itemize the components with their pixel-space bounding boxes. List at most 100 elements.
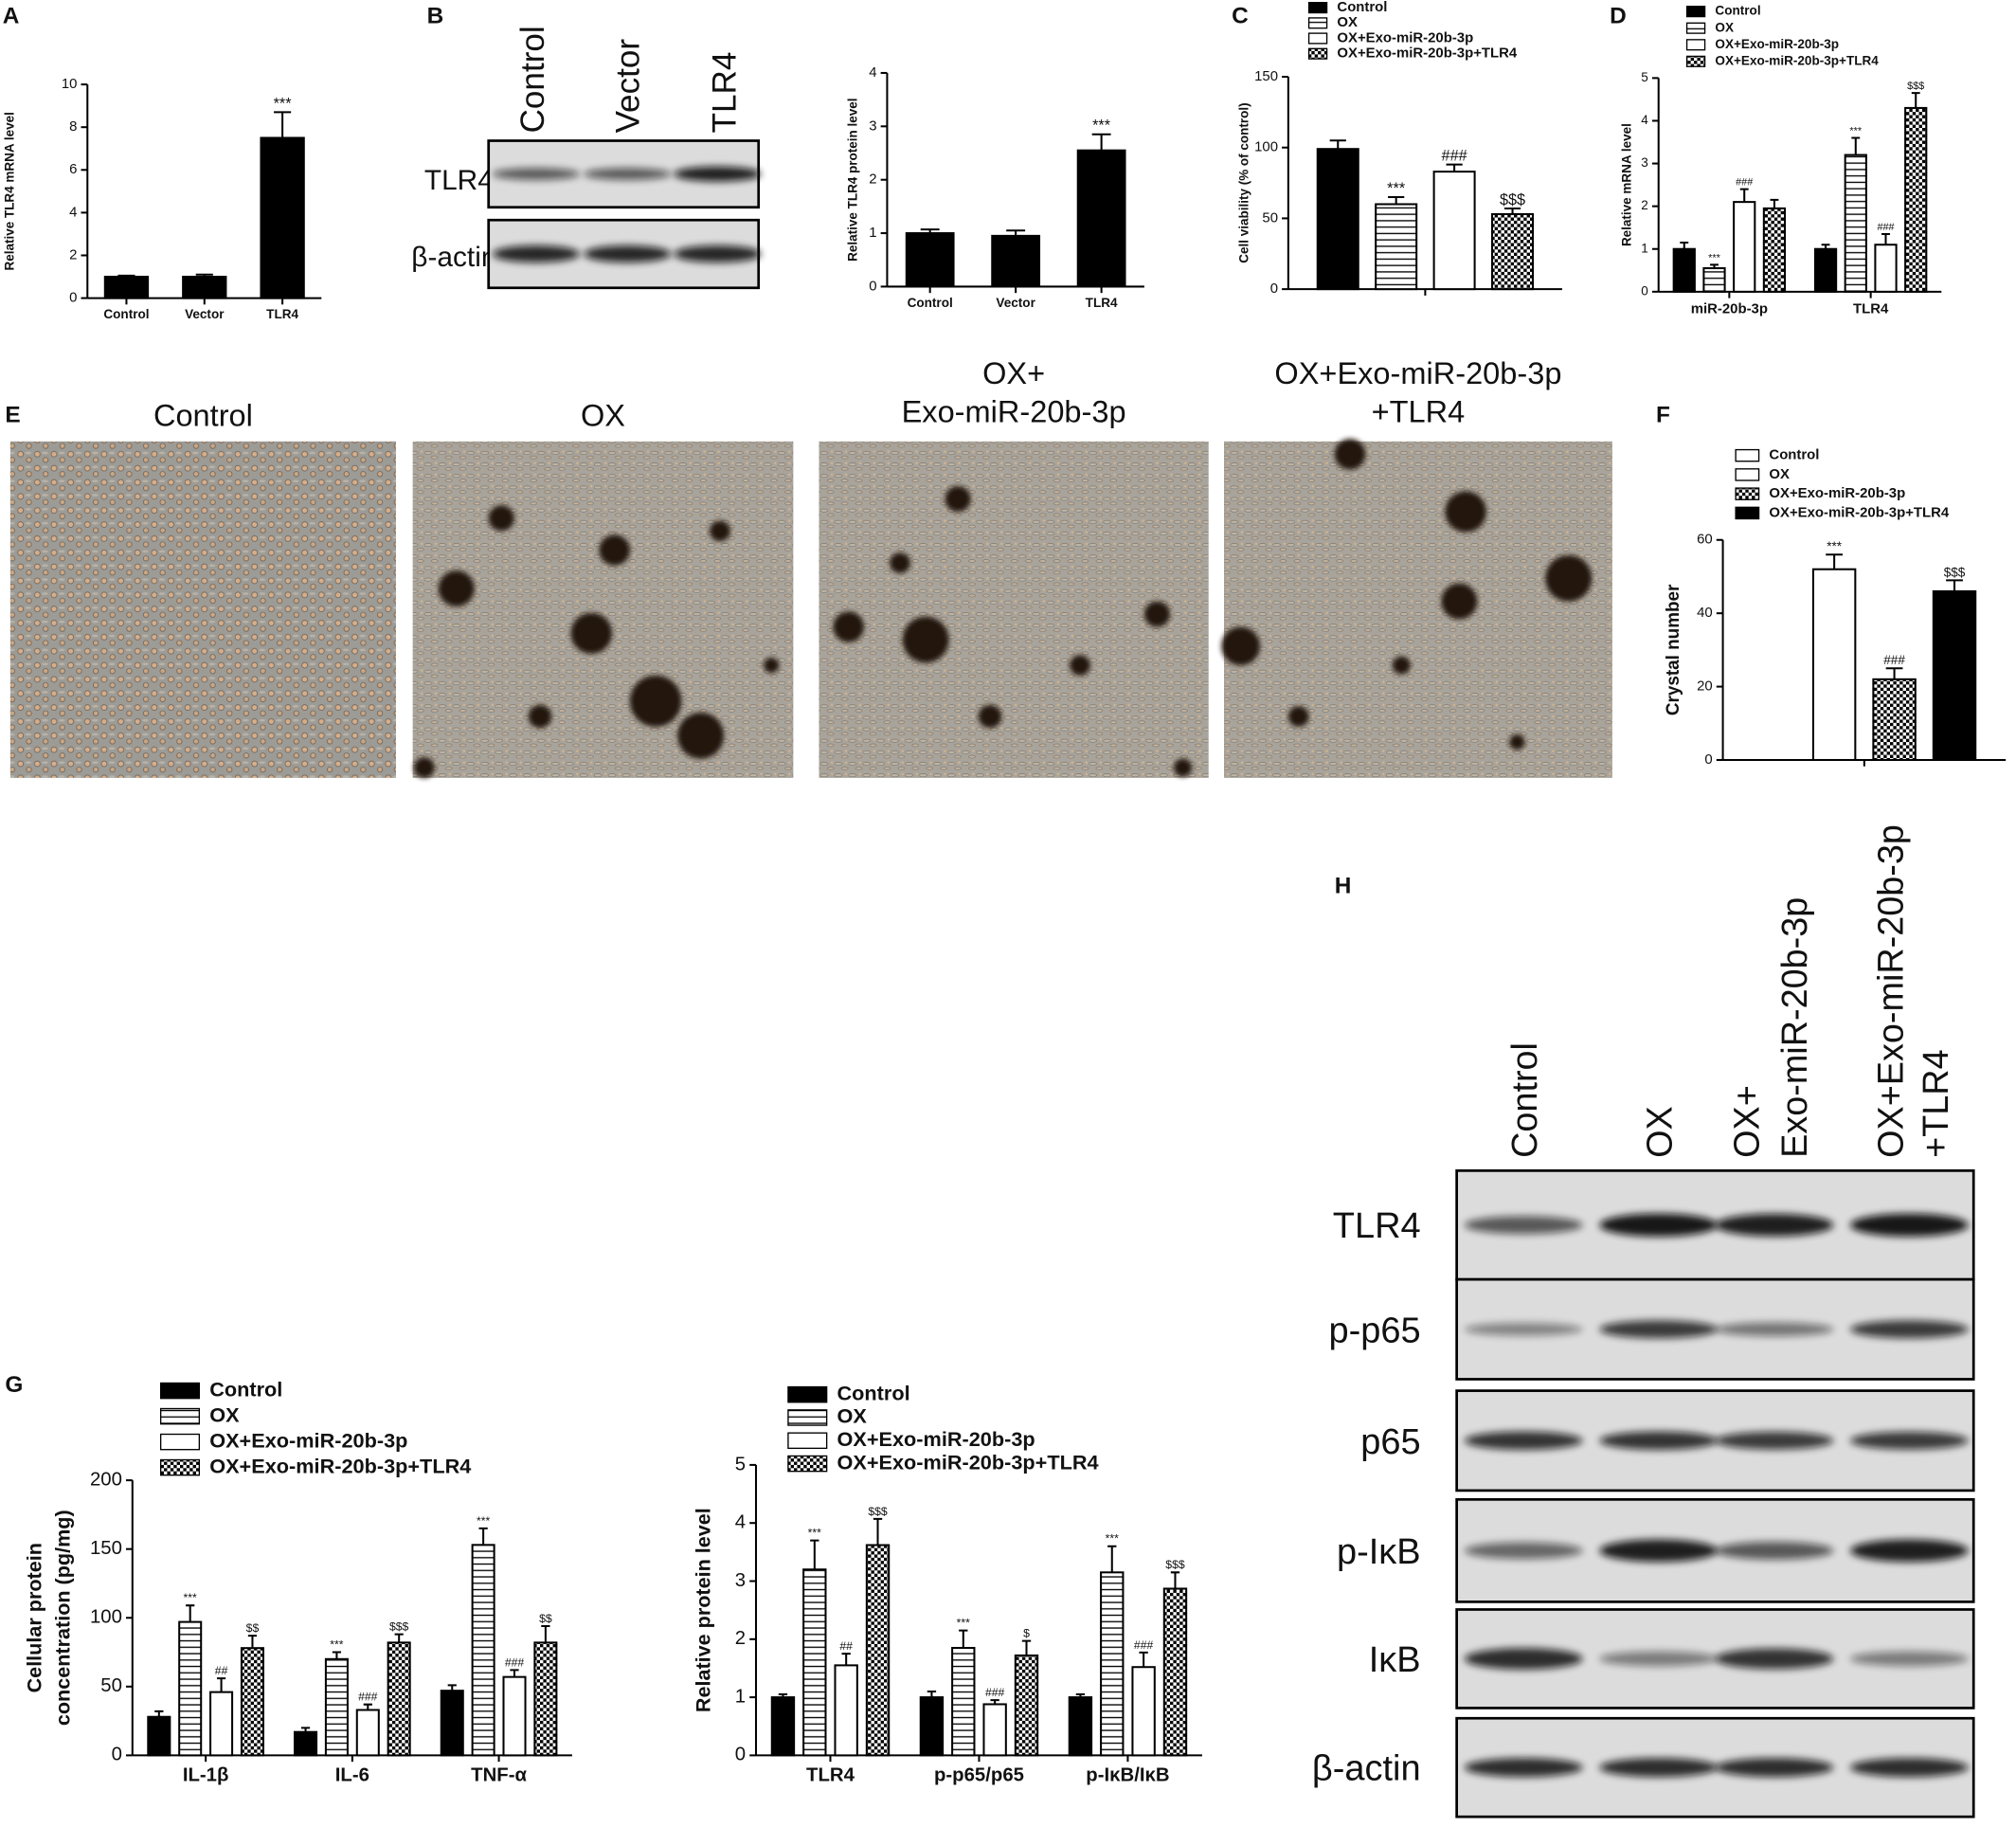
y-axis-label: Relative TLR4 mRNA level [2,112,16,270]
bar [1762,207,1787,293]
y-tick-label: 0 [869,279,876,294]
significance-label: $$$ [1907,81,1924,92]
legend-label: OX+Exo-miR-20b-3p [209,1428,407,1452]
bar [1014,1654,1039,1757]
legend-label: Control [837,1381,910,1404]
legend-label: OX+Exo-miR-20b-3p+TLR4 [1337,46,1518,62]
y-tick-label: 4 [869,65,876,81]
panel-label: H [1335,873,1352,898]
y-tick-label: 0 [112,1745,122,1765]
bar [1874,244,1898,293]
bar [770,1696,796,1757]
crystal-deposit [978,704,1002,729]
legend-label: Control [209,1377,282,1401]
crystal-deposit [833,611,864,642]
bar [991,234,1041,288]
significance-label: ### [505,1655,525,1669]
blot-lane-label: Vector [609,39,646,134]
blot-lane-label: OX+Exo-miR-20b-3p [1871,824,1911,1158]
blot-band [1715,1322,1834,1337]
legend-label: OX+Exo-miR-20b-3p [1337,30,1473,45]
crystal-deposit [1070,655,1090,676]
legend-swatch [1307,32,1328,45]
error-bar [1006,229,1026,236]
error-bar [186,1604,195,1622]
blot-band [1599,1539,1719,1563]
bar [1316,148,1359,291]
y-tick-label: 4 [1641,113,1648,127]
legend-label: OX+Exo-miR-20b-3p+TLR4 [209,1454,471,1477]
y-tick-label: 0 [1641,283,1648,298]
x-tick-label: Vector [996,296,1035,310]
significance-label: $$$ [1500,191,1525,208]
crystal-deposit [438,570,475,606]
crystal-deposit [1143,601,1170,627]
y-tick-label: 150 [90,1538,122,1559]
y-tick-label: 0 [69,291,77,306]
blot-band [1599,1758,1719,1778]
significance-label: ### [1877,222,1894,233]
significance-label: $$ [539,1612,552,1625]
blot-row-label: p65 [1360,1422,1420,1462]
micrograph-title: Control [153,399,253,433]
y-tick-label: 2 [869,172,876,188]
micrograph-title: OX+ [982,356,1045,390]
x-tick-label: p-p65/p65 [934,1764,1024,1785]
blot-band [1849,1539,1969,1563]
blot-lane-label: +TLR4 [1917,1049,1956,1157]
bar [1811,568,1857,761]
blot-lane-label: OX [1640,1106,1680,1158]
x-tick-label: TNF-α [471,1764,527,1785]
legend-label: OX [837,1404,868,1428]
y-tick-label: 8 [69,119,77,135]
significance-label: *** [477,1514,491,1528]
legend-swatch [159,1407,201,1425]
bar [1702,267,1726,293]
significance-label: *** [957,1617,971,1630]
y-tick-label: 1 [735,1686,746,1707]
legend-swatch [787,1385,828,1403]
bar [865,1544,891,1757]
y-tick-label: 2 [1641,198,1648,212]
legend-swatch [787,1409,828,1426]
error-bar [1739,188,1749,203]
error-bar [478,1527,488,1546]
micrograph [9,441,396,778]
blot-band [1715,1213,1834,1237]
blot-row-label: TLR4 [424,165,494,196]
bar [533,1641,558,1757]
error-bar [1946,579,1963,591]
error-bar [1881,232,1890,245]
bar [1375,203,1418,291]
panel-label: E [5,403,20,428]
legend-label: OX+Exo-miR-20b-3p [837,1427,1035,1451]
legend-swatch [1735,468,1760,481]
panel-label: C [1232,3,1249,28]
error-bar [274,111,292,138]
legend-swatch [159,1458,201,1476]
crystal-deposit [1509,733,1525,751]
x-tick-label: Vector [185,307,225,321]
error-bar [1170,1571,1180,1589]
significance-label: *** [330,1638,344,1652]
legend-swatch [1685,55,1706,67]
y-tick-label: 3 [735,1570,746,1591]
crystal-deposit [488,505,514,532]
error-bar [1680,241,1689,249]
y-tick-label: 3 [869,118,876,134]
legend-swatch [159,1382,201,1400]
panel-label: G [5,1372,23,1398]
micrograph [1224,441,1612,778]
bar [178,1620,203,1757]
blot-lane-label: Exo-miR-20b-3p [1775,897,1815,1158]
error-bar [1107,1545,1117,1573]
bar [260,136,305,299]
blot-band [1715,1758,1834,1778]
legend-label: OX+Exo-miR-20b-3p [1769,486,1905,501]
blot-band [1599,1320,1719,1339]
significance-label: ### [1736,177,1753,189]
y-axis-label: Relative mRNA level [1620,123,1634,246]
x-tick-label: Control [908,296,953,310]
bar [294,1730,318,1757]
crystal-deposit [414,757,435,778]
